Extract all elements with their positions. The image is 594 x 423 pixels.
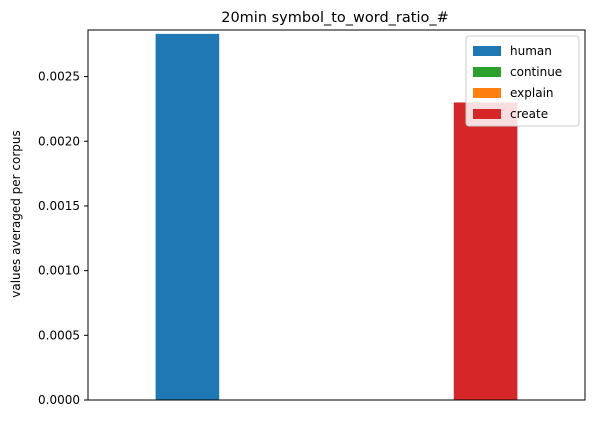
y-tick-label: 0.0020 bbox=[38, 134, 80, 148]
bar-human bbox=[155, 33, 220, 400]
y-tick-label: 0.0015 bbox=[38, 199, 80, 213]
y-tick-label: 0.0010 bbox=[38, 264, 80, 278]
y-tick-label: 0.0025 bbox=[38, 70, 80, 84]
legend-swatch-continue bbox=[473, 67, 501, 77]
legend-label-explain: explain bbox=[510, 86, 554, 100]
chart-title: 20min symbol_to_word_ratio_# bbox=[221, 10, 449, 26]
legend-swatch-create bbox=[473, 109, 501, 119]
legend-swatch-human bbox=[473, 46, 501, 56]
bar-create bbox=[453, 102, 518, 400]
y-axis-label: values averaged per corpus bbox=[9, 130, 23, 298]
plot-area: 0.0000 0.0005 0.0010 0.0015 0.0020 0.0025 bbox=[38, 29, 586, 407]
legend-label-create: create bbox=[510, 107, 548, 121]
legend-swatch-explain bbox=[473, 88, 501, 98]
legend-label-human: human bbox=[510, 44, 552, 58]
axes-frame bbox=[87, 29, 586, 401]
legend-label-continue: continue bbox=[510, 65, 562, 79]
legend: human continue explain create bbox=[465, 35, 580, 127]
y-tick-label: 0.0005 bbox=[38, 328, 80, 342]
y-tick-label: 0.0000 bbox=[38, 393, 80, 407]
legend-box bbox=[465, 35, 580, 127]
